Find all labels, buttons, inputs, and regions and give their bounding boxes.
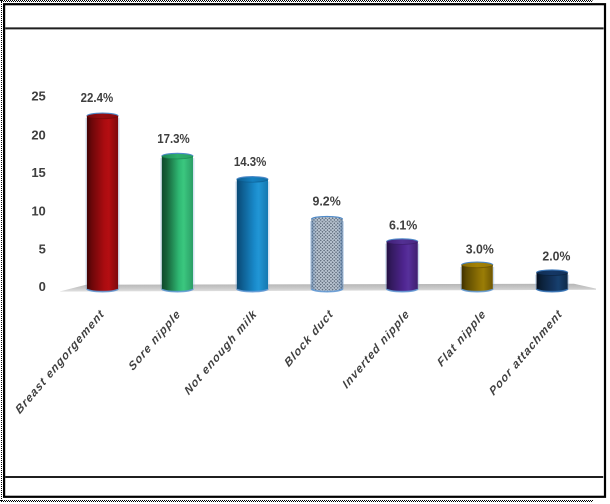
svg-text:2.0%: 2.0%: [542, 249, 570, 264]
svg-text:0: 0: [39, 279, 46, 294]
svg-text:Flat nipple: Flat nipple: [435, 307, 488, 370]
svg-text:17.3%: 17.3%: [157, 131, 190, 146]
svg-text:Block duct: Block duct: [282, 307, 336, 370]
svg-text:20: 20: [31, 127, 45, 142]
svg-text:22.4%: 22.4%: [81, 90, 114, 105]
svg-text:14.3%: 14.3%: [234, 154, 267, 169]
svg-text:Sore nipple: Sore nipple: [126, 307, 183, 374]
svg-text:9.2%: 9.2%: [312, 194, 341, 209]
svg-text:Not enough milk: Not enough milk: [182, 307, 259, 398]
svg-text:25: 25: [31, 89, 45, 104]
svg-text:3.0%: 3.0%: [466, 242, 494, 257]
svg-text:Inverted nipple: Inverted nipple: [340, 307, 412, 392]
svg-text:5: 5: [39, 242, 46, 257]
svg-text:Poor attachment: Poor attachment: [487, 307, 565, 399]
svg-text:10: 10: [31, 203, 45, 218]
svg-text:6.1%: 6.1%: [389, 218, 418, 233]
svg-text:Breast engorgement: Breast engorgement: [13, 307, 107, 417]
svg-text:15: 15: [31, 165, 45, 180]
